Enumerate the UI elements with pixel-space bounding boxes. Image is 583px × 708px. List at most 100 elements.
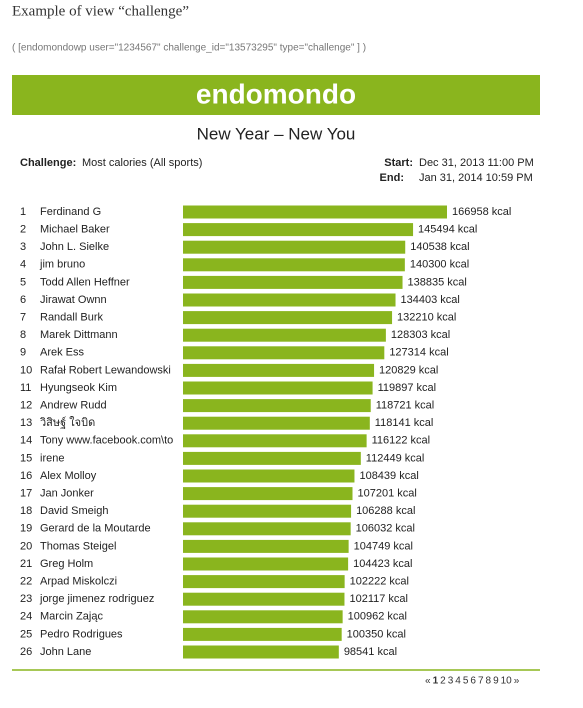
page-link[interactable]: 3 (448, 676, 454, 687)
rank: 26 (20, 646, 32, 658)
page-link[interactable]: 8 (486, 676, 492, 687)
value-label: 120829 kcal (379, 364, 438, 376)
rank: 12 (20, 400, 32, 412)
page-link[interactable]: 1 (433, 676, 439, 687)
bar (183, 311, 393, 325)
bar (183, 416, 370, 430)
athlete-name: Todd Allen Heffner (40, 276, 130, 288)
athlete-name: Marcin Zając (40, 611, 103, 623)
bar (183, 381, 373, 395)
page-link[interactable]: 5 (463, 676, 469, 687)
athlete-name: Greg Holm (40, 558, 93, 570)
page-link[interactable]: 10 (501, 676, 513, 687)
page-link[interactable]: 4 (455, 676, 461, 687)
page-link[interactable]: 7 (478, 676, 484, 687)
rank: 1 (20, 206, 26, 218)
end-value: Jan 31, 2014 10:59 PM (419, 172, 533, 184)
athlete-name: Randall Burk (40, 312, 103, 324)
value-label: 108439 kcal (359, 470, 418, 482)
value-label: 140300 kcal (410, 259, 469, 271)
bar (183, 240, 406, 254)
page-heading: Example of view “challenge” (12, 3, 189, 19)
value-label: 100350 kcal (347, 628, 406, 640)
value-label: 132210 kcal (397, 312, 456, 324)
value-label: 128303 kcal (391, 329, 450, 341)
bar (183, 205, 447, 219)
rank: 13 (20, 417, 32, 429)
athlete-name: John L. Sielke (40, 241, 109, 253)
bar (183, 557, 349, 571)
athlete-name: Jirawat Ownn (40, 294, 107, 306)
page-link[interactable]: 9 (493, 676, 499, 687)
value-label: 134403 kcal (401, 294, 460, 306)
value-label: 127314 kcal (389, 347, 448, 359)
rank: 2 (20, 224, 26, 236)
rank: 5 (20, 276, 26, 288)
rank: 25 (20, 628, 32, 640)
bar (183, 275, 403, 289)
rank: 3 (20, 241, 26, 253)
athlete-name: Tony www.facebook.com\to (40, 435, 173, 447)
value-label: 104749 kcal (354, 540, 413, 552)
start-value: Dec 31, 2013 11:00 PM (419, 157, 534, 169)
bar (183, 223, 414, 237)
bar (183, 539, 349, 553)
value-label: 106032 kcal (356, 523, 415, 535)
bar (183, 645, 339, 659)
rank: 24 (20, 611, 32, 623)
bar (183, 399, 371, 413)
rank: 8 (20, 329, 26, 341)
bar (183, 363, 375, 377)
athlete-name: Jan Jonker (40, 488, 94, 500)
bar (183, 487, 353, 501)
challenge-label: Challenge: (20, 157, 76, 169)
athlete-name: Pedro Rodrigues (40, 628, 123, 640)
rank: 22 (20, 576, 32, 588)
athlete-name: jim bruno (39, 259, 85, 271)
bar (183, 522, 351, 536)
athlete-name: Gerard de la Moutarde (40, 523, 151, 535)
rank: 17 (20, 488, 32, 500)
value-label: 102117 kcal (349, 593, 408, 605)
logo: endomondo (196, 78, 356, 109)
rank: 15 (20, 452, 32, 464)
bar (183, 627, 342, 641)
page-link[interactable]: » (514, 676, 520, 687)
bar (183, 258, 405, 272)
athlete-name: Andrew Rudd (40, 400, 107, 412)
value-label: 140538 kcal (410, 241, 469, 253)
athlete-name: Alex Molloy (40, 470, 97, 482)
rank: 21 (20, 558, 32, 570)
page-link[interactable]: 6 (470, 676, 476, 687)
bar (183, 592, 345, 606)
page-link[interactable]: 2 (440, 676, 446, 687)
value-label: 116122 kcal (372, 435, 431, 447)
challenge-title: New Year – New You (197, 124, 356, 143)
start-label: Start: (384, 157, 413, 169)
bar (183, 346, 385, 360)
bar (183, 469, 355, 483)
rank: 14 (20, 435, 32, 447)
bar (183, 504, 352, 518)
value-label: 119897 kcal (378, 382, 437, 394)
value-label: 145494 kcal (418, 224, 477, 236)
page-link[interactable]: « (425, 676, 431, 687)
athlete-name: Marek Dittmann (40, 329, 118, 341)
rank: 7 (20, 312, 26, 324)
rank: 10 (20, 364, 32, 376)
shortcode: ( [endomondowp user="1234567" challenge_… (12, 43, 366, 54)
rank: 11 (20, 382, 31, 394)
value-label: 104423 kcal (353, 558, 412, 570)
value-label: 106288 kcal (356, 505, 415, 517)
athlete-name: irene (40, 452, 64, 464)
end-label: End: (380, 172, 404, 184)
value-label: 102222 kcal (350, 576, 409, 588)
challenge-value: Most calories (All sports) (82, 157, 202, 169)
value-label: 98541 kcal (344, 646, 397, 658)
athlete-name: Michael Baker (40, 224, 110, 236)
value-label: 112449 kcal (366, 452, 425, 464)
banner (12, 75, 540, 115)
rank: 20 (20, 540, 32, 552)
